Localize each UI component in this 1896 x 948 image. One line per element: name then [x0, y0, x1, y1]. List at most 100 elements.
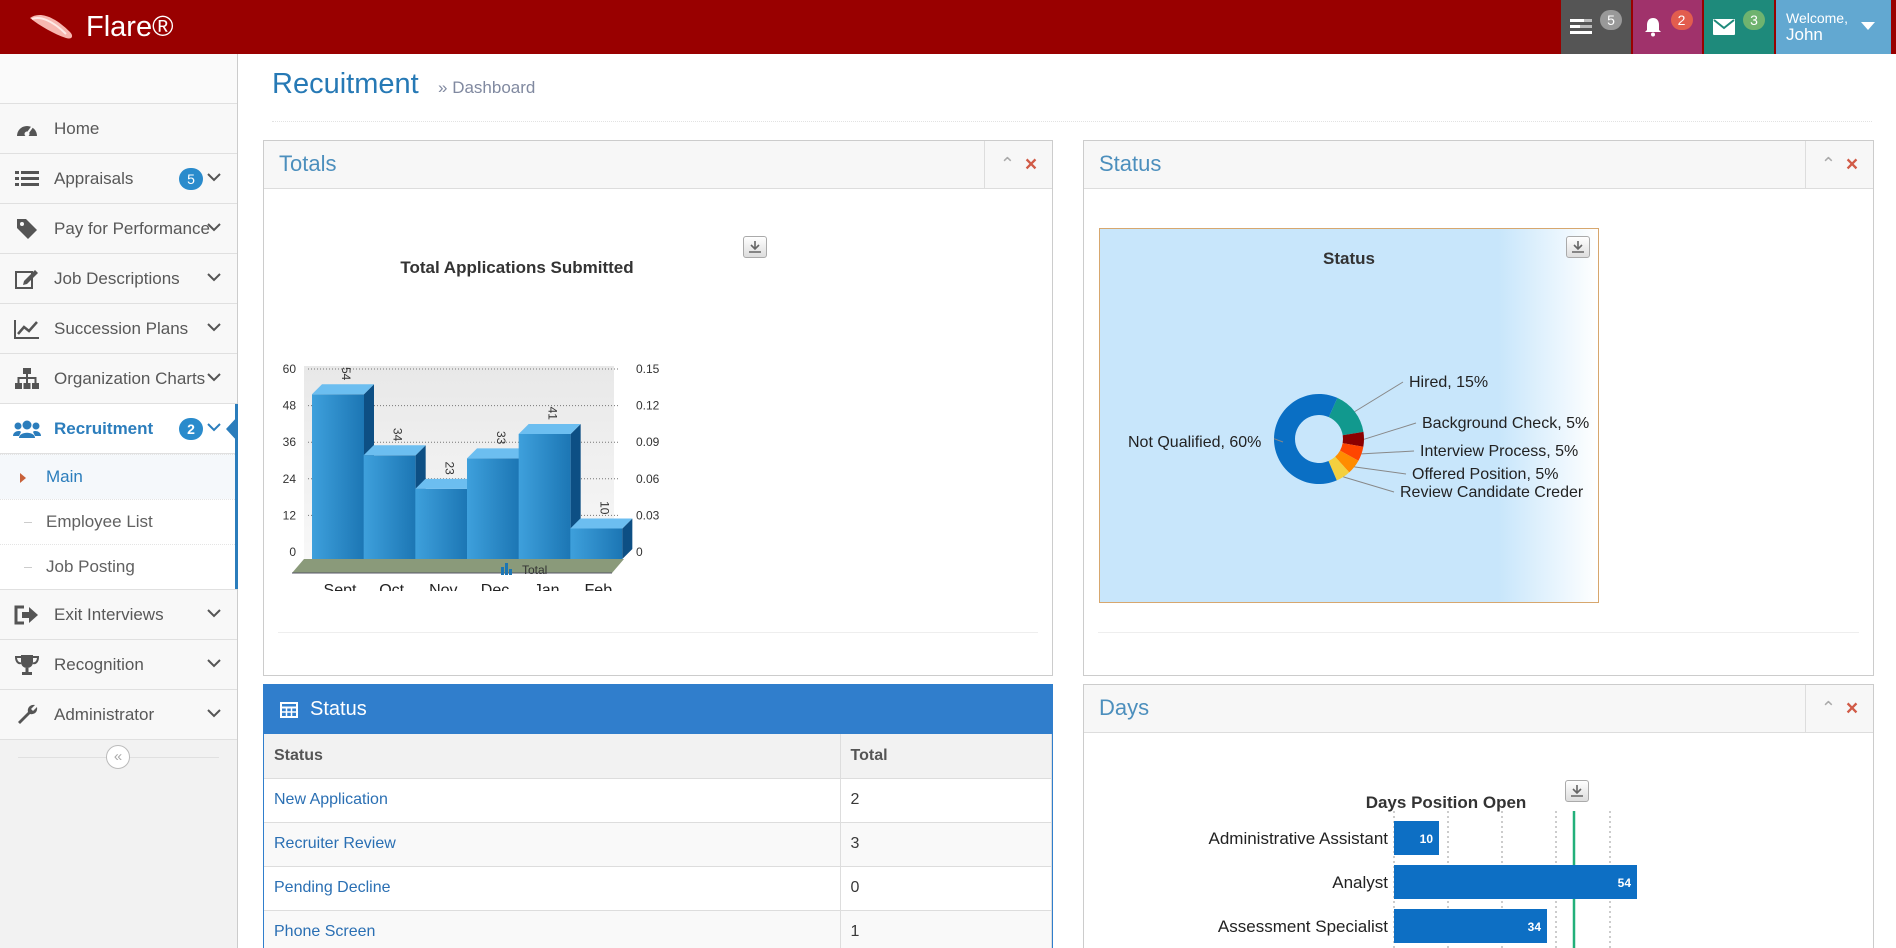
- y2-tick-label: 0.15: [636, 362, 660, 376]
- line-chart-icon: [0, 319, 54, 339]
- list-icon: [0, 170, 54, 188]
- pie-label: Not Qualified, 60%: [1128, 434, 1261, 451]
- collapse-widget-icon[interactable]: ⌃: [999, 154, 1015, 174]
- widget-tools: ⌃ ×: [1805, 685, 1873, 732]
- download-icon: [1572, 241, 1584, 253]
- sidebar-item-exit-interviews[interactable]: Exit Interviews: [0, 590, 237, 640]
- sidebar-item-home[interactable]: Home: [0, 104, 237, 154]
- pie-slice: [1340, 443, 1364, 461]
- chevron-down-icon: [207, 273, 221, 282]
- pie-connector: [1343, 476, 1395, 493]
- y-tick-label: Assessment Specialist: [1218, 917, 1388, 936]
- sidebar-item-label: Administrator: [54, 704, 155, 724]
- status-cell: Recruiter Review: [264, 822, 841, 867]
- recruitment-submenu: Main Employee List Job Posting: [0, 454, 238, 590]
- appraisals-badge: 5: [179, 168, 203, 190]
- column-header-total[interactable]: Total: [840, 734, 1052, 779]
- sign-out-icon: [0, 605, 54, 625]
- user-menu[interactable]: Welcome, John: [1776, 0, 1891, 54]
- status-link[interactable]: Recruiter Review: [274, 835, 396, 852]
- notifications-badge: 2: [1670, 10, 1693, 30]
- y-tick-label: Analyst: [1332, 873, 1388, 892]
- submenu-item-main[interactable]: Main: [0, 454, 237, 499]
- status-link[interactable]: New Application: [274, 791, 388, 808]
- export-chart-button[interactable]: [1565, 780, 1589, 802]
- messages-badge: 3: [1743, 10, 1765, 30]
- bar: [570, 528, 623, 559]
- bar-top: [312, 384, 374, 395]
- sidebar-item-administrator[interactable]: Administrator: [0, 690, 237, 740]
- sidebar-item-label: Appraisals: [54, 168, 134, 188]
- sidebar-item-label: Recruitment: [54, 418, 154, 438]
- active-pointer: [226, 416, 238, 442]
- close-widget-icon[interactable]: ×: [1024, 152, 1038, 176]
- export-chart-button[interactable]: [743, 236, 767, 258]
- brand-logo[interactable]: Flare®: [26, 8, 173, 46]
- y-tick-label: 0: [289, 545, 296, 559]
- y-tick-label: 36: [283, 435, 297, 449]
- page-header: Recuitment » Dashboard: [272, 62, 1872, 122]
- status-donut-chart: Status Not Qualified, 60% Hired, 15% Backg…: [1128, 249, 1589, 501]
- dashboard-icon: [0, 120, 54, 138]
- submenu-item-employee-list[interactable]: Employee List: [0, 499, 237, 544]
- total-cell: 1: [840, 910, 1052, 948]
- breadcrumb: » Dashboard: [438, 78, 535, 98]
- submenu-item-job-posting[interactable]: Job Posting: [0, 544, 237, 589]
- pie-label: Review Candidate Creder: [1400, 484, 1584, 501]
- status-link[interactable]: Pending Decline: [274, 879, 391, 896]
- welcome-label: Welcome,: [1786, 10, 1848, 26]
- close-widget-icon[interactable]: ×: [1845, 152, 1859, 176]
- flare-logo-icon: [30, 14, 73, 39]
- bar-side: [622, 518, 633, 559]
- notifications-button[interactable]: 2: [1633, 0, 1702, 54]
- messages-button[interactable]: 3: [1704, 0, 1774, 54]
- days-widget: Days ⌃ × Days Position Open 10 Administra…: [1083, 684, 1874, 948]
- widget-header: Totals ⌃ ×: [264, 141, 1052, 189]
- sitemap-icon: [0, 367, 54, 390]
- column-header-status[interactable]: Status: [264, 734, 841, 779]
- sidebar-item-organization-charts[interactable]: Organization Charts: [0, 354, 237, 404]
- pie-connector: [1273, 438, 1284, 443]
- brand-name: Flare®: [86, 10, 174, 43]
- status-table: Status Total New Application 2 Recruiter…: [264, 734, 1052, 948]
- total-cell: 3: [840, 822, 1052, 867]
- table-row: Phone Screen 1: [264, 910, 1052, 948]
- sidebar-item-label: Recognition: [54, 654, 144, 674]
- legend-label[interactable]: Total: [522, 563, 547, 577]
- widget-header: Status: [264, 685, 1052, 734]
- bar: [467, 458, 519, 559]
- pie-slice: [1274, 394, 1338, 484]
- sidebar-item-label: Home: [54, 118, 100, 138]
- sidebar-shortcuts: [0, 54, 237, 104]
- sidebar-item-succession-plans[interactable]: Succession Plans: [0, 304, 237, 354]
- bar-top: [518, 423, 581, 434]
- status-widget: Status ⌃ × Status Not Qualified, 60% Hire…: [1083, 140, 1874, 676]
- y-tick-label: 24: [283, 472, 297, 486]
- bar: [415, 488, 468, 559]
- tasks-button[interactable]: 5: [1561, 0, 1631, 54]
- collapse-widget-icon[interactable]: ⌃: [1820, 154, 1836, 174]
- pie-slice: [1342, 431, 1364, 447]
- export-chart-button[interactable]: [1566, 236, 1590, 258]
- y-tick-label: 12: [283, 508, 297, 522]
- sidebar-item-recruitment[interactable]: Recruitment 2: [0, 404, 238, 454]
- x-tick-label: Feb: [585, 582, 613, 591]
- y-tick-label: 60: [283, 362, 297, 376]
- trophy-icon: [0, 654, 54, 676]
- status-link[interactable]: Phone Screen: [274, 923, 376, 940]
- chevron-down-icon: [207, 223, 221, 232]
- chart-title: Days Position Open: [1366, 793, 1527, 812]
- double-chevron-left-icon[interactable]: «: [106, 745, 130, 769]
- sidebar-item-label: Job Descriptions: [54, 268, 180, 288]
- sidebar-item-recognition[interactable]: Recognition: [0, 640, 237, 690]
- data-label: 10: [1420, 832, 1434, 846]
- sidebar-item-appraisals[interactable]: Appraisals 5: [0, 154, 237, 204]
- sidebar-item-job-descriptions[interactable]: Job Descriptions: [0, 254, 237, 304]
- bar: [518, 433, 571, 559]
- close-widget-icon[interactable]: ×: [1845, 696, 1859, 720]
- chart-title: Status: [1323, 249, 1375, 268]
- pie-slice: [1328, 456, 1350, 481]
- collapse-widget-icon[interactable]: ⌃: [1820, 698, 1836, 718]
- sidebar-item-pay-for-performance[interactable]: Pay for Performance: [0, 204, 237, 254]
- total-cell: 0: [840, 866, 1052, 911]
